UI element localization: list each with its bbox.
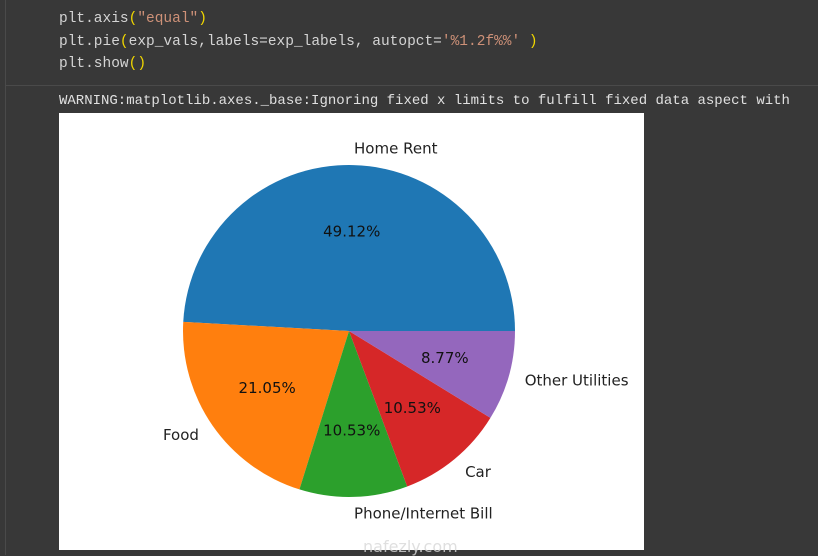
cell-border [5,0,6,555]
figure: Home Rent 49.12% Food 21.05% Phone/Internet … [59,113,644,550]
pie-slice [349,331,515,418]
code-line: plt.axis("equal") [59,11,207,27]
slice-label: Other Utilities [525,372,629,390]
slice-label: Food [163,426,199,444]
pie-slice [349,331,491,487]
code-line: plt.pie(exp_vals,labels=exp_labels, auto… [59,33,538,50]
pie-chart: Home Rent 49.12% Food 21.05% Phone/Internet … [163,139,629,523]
slice-label: Car [465,463,492,481]
percent-label: 10.53% [323,422,380,440]
watermark: nafezly.com [363,537,458,556]
pie-slice [183,321,349,490]
slice-label: Home Rent [354,139,438,157]
percent-label: 21.05% [239,379,296,397]
cell-divider [5,85,818,86]
pie-slice [299,331,408,497]
code-cell[interactable]: plt.axis("equal") plt.pie(exp_vals,labels… [59,8,538,76]
code-line: plt.show() [59,56,147,72]
slice-label: Phone/Internet Bill [354,505,493,523]
percent-label: 49.12% [323,222,380,240]
warning-output: WARNING:matplotlib.axes._base:Ignoring f… [59,93,790,109]
pie-slice [183,165,515,331]
percent-label: 10.53% [384,399,441,417]
percent-label: 8.77% [421,349,469,367]
